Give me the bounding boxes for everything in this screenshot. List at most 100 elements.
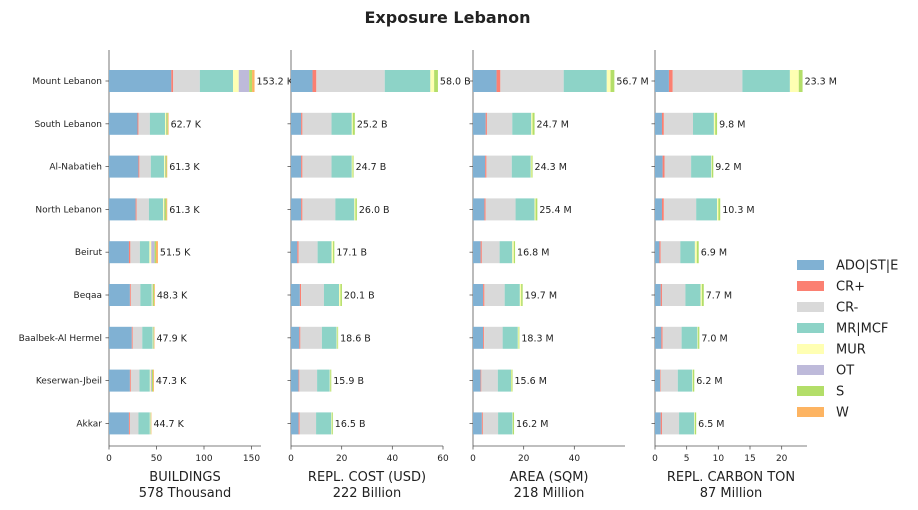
bar-segment [661,112,664,135]
bar-segment [109,326,132,349]
bar-segment [302,155,332,178]
bar-segment [434,70,438,92]
bar-segment [512,241,514,264]
bar-segment [483,326,485,349]
x-axis-label: BUILDINGS [149,470,220,485]
bar-segment [291,412,299,435]
bar-segment [139,369,150,392]
bar-total-label: 44.7 K [153,419,184,430]
bar-segment [693,112,714,135]
bar-segment [662,155,665,178]
bar-total-label: 23.3 M [805,77,837,88]
bar-segment [660,369,661,392]
bar-total-label: 9.2 M [715,162,741,173]
bar-segment [109,284,130,306]
bar-total-label: 26.0 B [359,205,390,216]
x-tick-label: 60 [437,454,449,464]
bar-segment [142,326,153,349]
bar-segment [655,284,661,306]
bar-segment [713,112,716,135]
bar-segment [661,198,664,221]
bar-segment [512,412,514,435]
x-tick-label: 150 [243,454,260,464]
bar-segment [302,198,336,221]
bar-segment [317,369,330,392]
bar-segment [485,112,487,135]
bar-segment [298,241,318,264]
bar-segment [164,198,167,221]
bar-segment [312,70,317,92]
bar-segment [109,241,129,264]
bar-segment [481,241,500,264]
bar-segment [685,284,701,306]
bar-total-label: 61.3 K [169,162,200,173]
bar-segment [610,70,615,92]
bar-segment [789,70,799,92]
bar-segment [661,412,680,435]
bar-segment [109,412,129,435]
bar-segment [129,412,139,435]
bar-segment [518,326,520,349]
bar-segment [291,326,300,349]
category-label: Keserwan-Jbeil [36,377,102,387]
bar-segment [513,241,516,264]
bar-segment [711,155,712,178]
bar-segment [109,70,172,92]
bar-segment [291,284,300,306]
bar-segment [354,198,356,221]
bar-segment [742,70,790,92]
x-axis-label: AREA (SQM) [509,470,588,485]
bar-total-label: 48.3 K [157,291,188,302]
bar-segment [150,369,152,392]
bar-segment [156,241,158,264]
bar-total-label: 61.3 K [169,205,200,216]
bar-segment [352,155,354,178]
bar-segment [317,241,332,264]
bar-segment [299,369,318,392]
category-label: Al-Nabatieh [49,163,102,173]
bar-total-label: 20.1 B [344,291,375,302]
bar-segment [129,369,131,392]
x-tick-label: 0 [106,454,112,464]
bar-segment [515,198,535,221]
bar-segment [563,70,607,92]
bar-segment [430,70,435,92]
bar-segment [252,70,255,92]
bar-total-label: 16.2 M [516,419,548,430]
bar-segment [698,326,700,349]
legend-swatch [797,344,824,354]
bar-segment [151,369,154,392]
bar-segment [154,284,155,306]
bar-segment [655,412,661,435]
bar-segment [173,70,200,92]
bar-segment [109,112,138,135]
x-tick-label: 10 [713,454,725,464]
bar-segment [672,70,743,92]
bar-segment [531,112,533,135]
legend-label: CR- [836,301,859,316]
bar-segment [331,155,352,178]
bar-segment [355,198,357,221]
bar-segment [530,155,532,178]
x-axis-sublabel: 87 Million [700,486,763,501]
bar-segment [481,369,498,392]
bar-segment [340,284,342,306]
category-label: South Lebanon [34,120,102,130]
bar-segment [301,198,303,221]
bar-segment [298,369,300,392]
bar-segment [701,284,704,306]
legend-label: MR|MCF [836,322,888,337]
bar-total-label: 25.2 B [357,119,388,130]
bar-segment [151,284,153,306]
bar-total-label: 24.3 M [535,162,567,173]
bar-segment [534,198,536,221]
bar-total-label: 47.3 K [156,376,187,387]
bar-segment [138,112,150,135]
bar-total-label: 15.6 M [515,376,547,387]
category-label: North Lebanon [35,205,102,215]
bar-segment [696,241,699,264]
bar-total-label: 16.8 M [517,248,549,259]
bar-segment [330,369,332,392]
bar-segment [660,241,681,264]
x-axis-sublabel: 218 Million [514,486,585,501]
